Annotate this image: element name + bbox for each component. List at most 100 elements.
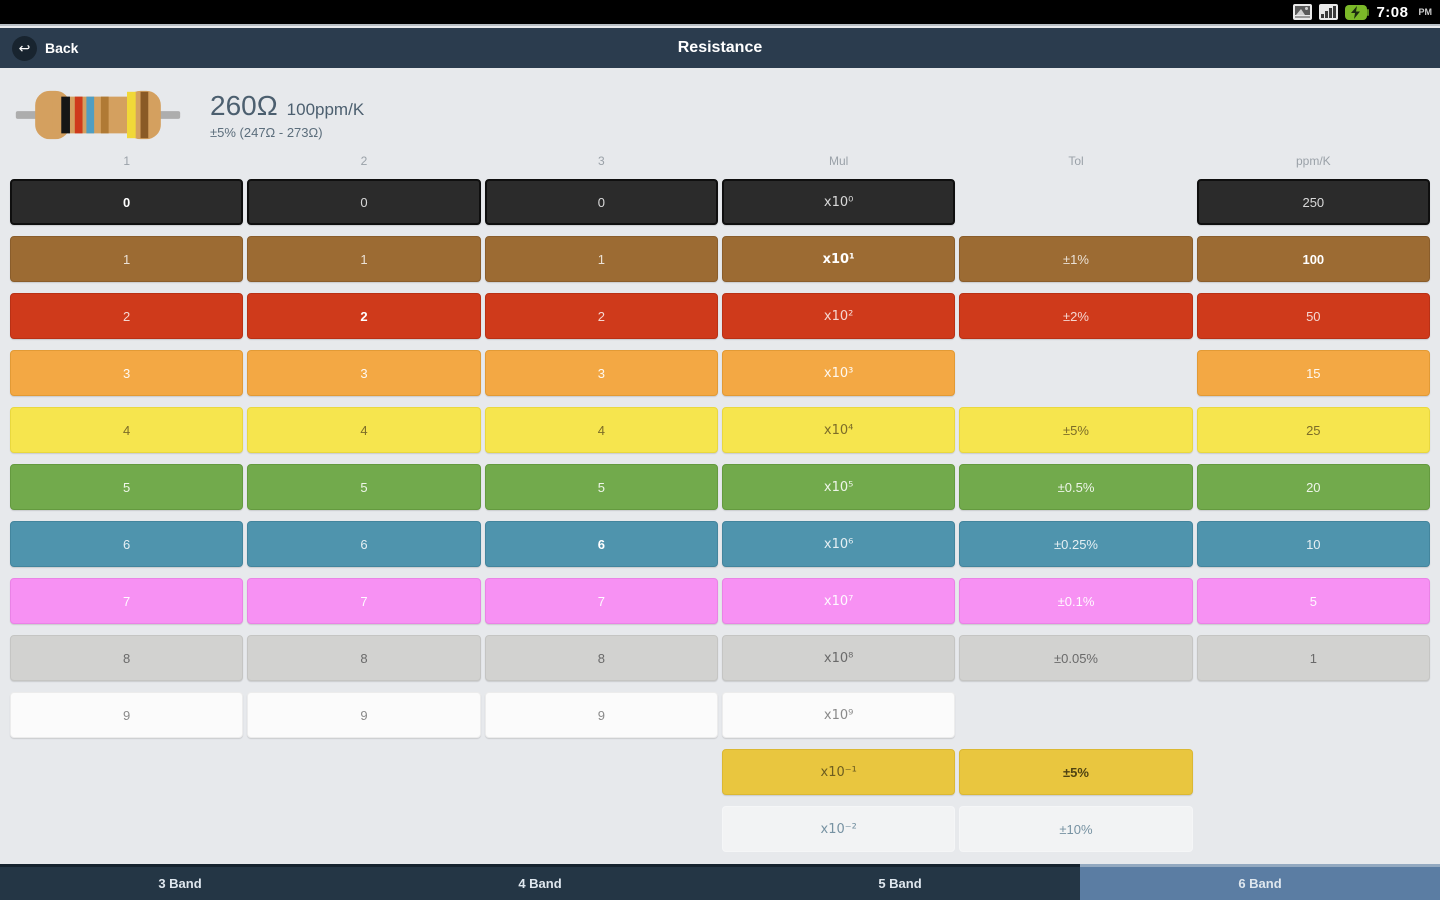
tab-4-band[interactable]: 4 Band	[360, 864, 720, 900]
back-label: Back	[45, 40, 79, 56]
cell-violet-ppm[interactable]: 5	[1196, 578, 1430, 624]
cell-gray-ppm[interactable]: 1	[1196, 635, 1430, 681]
cell-silver-tol[interactable]: ±10%	[959, 806, 1193, 852]
cell-red-digit3[interactable]: 2	[484, 293, 718, 339]
cell-silver-digit1-empty	[10, 806, 243, 852]
cell-black-digit2[interactable]: 0	[247, 179, 481, 225]
status-bar: 7:08 PM	[0, 0, 1440, 26]
battery-charging-icon	[1345, 4, 1370, 20]
signal-bars-icon	[1319, 4, 1339, 20]
band-black	[61, 96, 70, 134]
cell-white-digit3[interactable]: 9	[484, 692, 718, 738]
cell-black-digit1[interactable]: 0	[10, 179, 244, 225]
tab-3-band[interactable]: 3 Band	[0, 864, 360, 900]
resistor-graphic	[15, 90, 181, 140]
color-code-table: 1 2 3 Mul Tol ppm/K 0 0 0 x10⁰ 250 1 1 1…	[10, 152, 1430, 852]
cell-blue-digit1[interactable]: 6	[10, 521, 244, 567]
band-gold	[127, 91, 136, 139]
tab-6-band[interactable]: 6 Band	[1080, 864, 1440, 900]
resistance-ppm: 100ppm/K	[286, 100, 365, 119]
cell-yellow-ppm[interactable]: 25	[1196, 407, 1430, 453]
cell-gold-digit1-empty	[10, 749, 243, 795]
cell-black-digit3[interactable]: 0	[484, 179, 718, 225]
cell-black-ppm[interactable]: 250	[1196, 179, 1430, 225]
cell-black-tol-empty	[959, 179, 1192, 225]
cell-brown-digit2[interactable]: 1	[247, 236, 481, 282]
band-count-tabbar: 3 Band 4 Band 5 Band 6 Band	[0, 864, 1440, 900]
cell-orange-digit1[interactable]: 3	[10, 350, 244, 396]
cell-white-tol-empty	[959, 692, 1192, 738]
resistance-value: 260Ω	[210, 90, 278, 121]
cell-green-digit1[interactable]: 5	[10, 464, 244, 510]
cell-brown-digit1[interactable]: 1	[10, 236, 244, 282]
cell-yellow-digit2[interactable]: 4	[247, 407, 481, 453]
cell-white-mul[interactable]: x10⁹	[721, 692, 956, 738]
back-button[interactable]: ↩ Back	[12, 35, 79, 61]
cell-white-digit1[interactable]: 9	[10, 692, 244, 738]
status-time-period: PM	[1418, 7, 1433, 17]
status-time: 7:08	[1376, 3, 1409, 21]
cell-yellow-mul[interactable]: x10⁴	[721, 407, 956, 453]
cell-blue-digit2[interactable]: 6	[247, 521, 481, 567]
cell-violet-digit3[interactable]: 7	[484, 578, 718, 624]
cell-gray-digit3[interactable]: 8	[484, 635, 718, 681]
cell-gold-digit3-empty	[485, 749, 718, 795]
cell-orange-mul[interactable]: x10³	[721, 350, 956, 396]
cell-gray-mul[interactable]: x10⁸	[721, 635, 956, 681]
cell-orange-tol-empty	[959, 350, 1192, 396]
cell-green-ppm[interactable]: 20	[1196, 464, 1430, 510]
tab-5-band[interactable]: 5 Band	[720, 864, 1080, 900]
cell-violet-mul[interactable]: x10⁷	[721, 578, 956, 624]
cell-blue-mul[interactable]: x10⁶	[721, 521, 956, 567]
cell-gray-digit1[interactable]: 8	[10, 635, 244, 681]
band-brown-ppm	[140, 91, 149, 139]
cell-red-tol[interactable]: ±2%	[959, 293, 1193, 339]
gallery-icon	[1293, 4, 1313, 20]
cell-red-mul[interactable]: x10²	[721, 293, 956, 339]
cell-white-digit2[interactable]: 9	[247, 692, 481, 738]
cell-violet-digit2[interactable]: 7	[247, 578, 481, 624]
cell-green-digit3[interactable]: 5	[484, 464, 718, 510]
cell-gray-tol[interactable]: ±0.05%	[959, 635, 1193, 681]
column-header-mul: Mul	[828, 154, 849, 168]
cell-silver-digit2-empty	[247, 806, 480, 852]
cell-blue-digit3[interactable]: 6	[484, 521, 718, 567]
page-title: Resistance	[677, 39, 763, 56]
cell-gold-tol[interactable]: ±5%	[959, 749, 1193, 795]
cell-brown-mul[interactable]: x10¹	[721, 236, 956, 282]
cell-blue-ppm[interactable]: 10	[1196, 521, 1430, 567]
cell-brown-ppm[interactable]: 100	[1196, 236, 1430, 282]
cell-violet-tol[interactable]: ±0.1%	[959, 578, 1193, 624]
cell-red-ppm[interactable]: 50	[1196, 293, 1430, 339]
cell-orange-digit3[interactable]: 3	[484, 350, 718, 396]
cell-white-ppm-empty	[1197, 692, 1430, 738]
cell-orange-digit2[interactable]: 3	[247, 350, 481, 396]
band-red	[74, 96, 83, 134]
cell-gold-digit2-empty	[247, 749, 480, 795]
resistor-result: 260Ω 100ppm/K ±5% (247Ω - 273Ω)	[14, 86, 364, 144]
cell-green-digit2[interactable]: 5	[247, 464, 481, 510]
cell-silver-digit3-empty	[485, 806, 718, 852]
cell-red-digit2[interactable]: 2	[247, 293, 481, 339]
cell-silver-mul[interactable]: x10⁻²	[721, 806, 956, 852]
band-blue	[86, 96, 95, 134]
cell-blue-tol[interactable]: ±0.25%	[959, 521, 1193, 567]
band-brown-mul	[100, 96, 109, 134]
cell-brown-digit3[interactable]: 1	[484, 236, 718, 282]
cell-yellow-digit3[interactable]: 4	[484, 407, 718, 453]
cell-brown-tol[interactable]: ±1%	[959, 236, 1193, 282]
column-header-1: 1	[123, 154, 130, 168]
cell-silver-ppm-empty	[1197, 806, 1430, 852]
cell-orange-ppm[interactable]: 15	[1196, 350, 1430, 396]
cell-yellow-tol[interactable]: ±5%	[959, 407, 1193, 453]
cell-violet-digit1[interactable]: 7	[10, 578, 244, 624]
cell-black-mul[interactable]: x10⁰	[721, 179, 956, 225]
cell-green-mul[interactable]: x10⁵	[721, 464, 956, 510]
cell-red-digit1[interactable]: 2	[10, 293, 244, 339]
resistance-tolerance-range: ±5% (247Ω - 273Ω)	[210, 125, 323, 140]
cell-gray-digit2[interactable]: 8	[247, 635, 481, 681]
cell-yellow-digit1[interactable]: 4	[10, 407, 244, 453]
cell-gold-mul[interactable]: x10⁻¹	[721, 749, 956, 795]
cell-gold-ppm-empty	[1197, 749, 1430, 795]
cell-green-tol[interactable]: ±0.5%	[959, 464, 1193, 510]
